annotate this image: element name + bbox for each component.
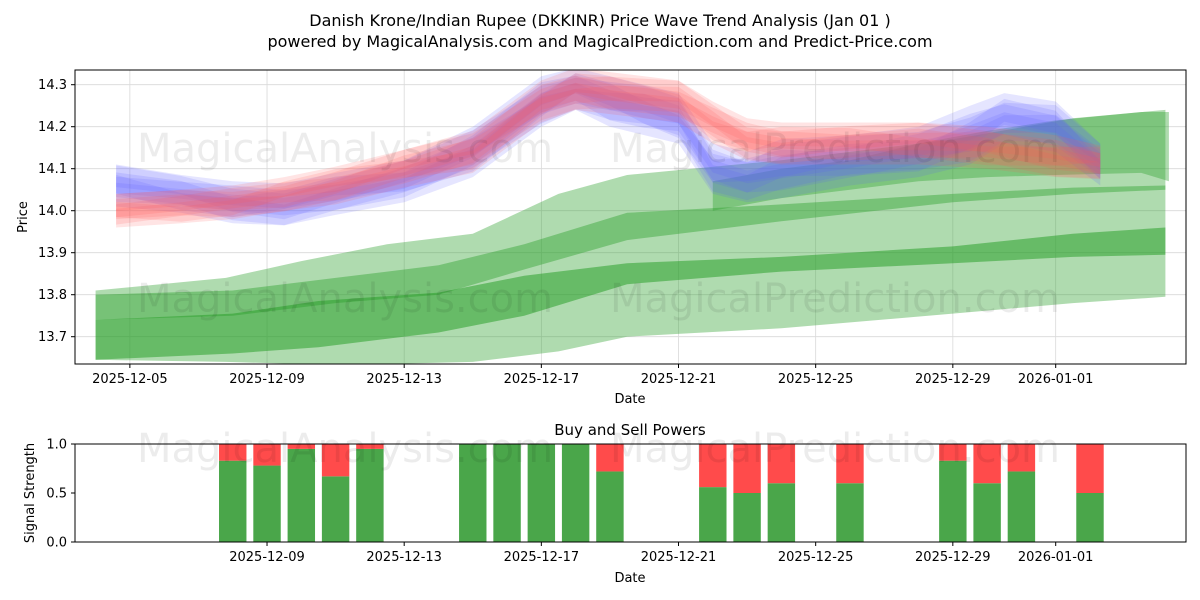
price-x-tick-label: 2025-12-13 (366, 372, 442, 387)
sell-power-bar (1076, 444, 1104, 493)
price-series (95, 70, 1169, 364)
price-x-tick-label: 2025-12-17 (504, 372, 580, 387)
sell-power-bar (939, 444, 967, 461)
buy-power-bar (1076, 493, 1104, 542)
power-x-tick-label: 2026-01-01 (1018, 550, 1094, 565)
power-y-tick-label: 1.0 (46, 438, 67, 453)
sell-power-bar (596, 444, 624, 472)
watermark-prediction-mid: MagicalPrediction.com (610, 276, 1060, 322)
price-x-tick-label: 2025-12-09 (229, 372, 305, 387)
watermark-prediction-top: MagicalPrediction.com (610, 126, 1060, 172)
price-x-tick-label: 2025-12-05 (92, 372, 168, 387)
sell-power-bar (836, 444, 864, 484)
wave-buy-wave-layer (116, 88, 1101, 220)
power-watermarks: MagicalAnalysis.com MagicalPrediction.co… (137, 426, 1060, 472)
buy-power-bar (527, 444, 556, 542)
price-y-tick-label: 14.1 (38, 162, 67, 177)
power-x-label: Date (614, 571, 645, 586)
chart-title: Danish Krone/Indian Rupee (DKKINR) Price… (309, 11, 890, 30)
buy-power-bar (973, 483, 1001, 542)
power-x-tick-label: 2025-12-17 (504, 550, 580, 565)
wave-sell-wave-layer (116, 76, 1101, 220)
price-y-label: Price (16, 201, 31, 233)
price-axes-frame (74, 69, 1187, 365)
wave-sell-wave-layer (116, 85, 1101, 211)
power-y-label: Signal Strength (23, 443, 38, 543)
price-y-tick-label: 13.8 (38, 288, 67, 303)
price-y-tick-label: 13.9 (38, 246, 67, 261)
price-x-tick-label: 2026-01-01 (1018, 372, 1094, 387)
price-watermarks: MagicalAnalysis.com MagicalPrediction.co… (137, 126, 1060, 322)
power-chart-title: Buy and Sell Powers (554, 421, 706, 439)
price-y-tick-label: 13.7 (38, 330, 67, 345)
buy-power-bar (493, 444, 521, 542)
sell-power-bar (1007, 444, 1036, 472)
wave-sell-wave-layer (116, 75, 1101, 225)
sell-power-bar (699, 444, 727, 488)
buy-power-bar (836, 483, 864, 542)
buy-power-bar (699, 487, 727, 542)
buy-power-bar (767, 483, 796, 542)
chart-subtitle: powered by MagicalAnalysis.com and Magic… (267, 32, 932, 51)
buy-power-bar (287, 448, 316, 542)
price-y-tick-label: 14.0 (38, 204, 67, 219)
buy-power-bar (459, 444, 487, 542)
watermark-analysis-bottom: MagicalAnalysis.com (137, 426, 553, 472)
buy-power-bar (253, 465, 281, 542)
wave-buy-wave-layer (116, 82, 1101, 209)
price-y-tick-label: 14.2 (38, 120, 67, 135)
price-x-tick-label: 2025-12-25 (778, 372, 854, 387)
sell-power-bar (767, 444, 796, 484)
power-y-tick-label: 0.0 (46, 536, 67, 551)
band-recent-trend-band (712, 112, 1169, 211)
price-x-label: Date (614, 392, 645, 407)
watermark-prediction-bottom: MagicalPrediction.com (610, 426, 1060, 472)
wave-buy-wave-layer (116, 73, 1101, 218)
band-wave-band-upper (95, 185, 1166, 320)
wave-buy-wave-layer (116, 77, 1101, 226)
power-x-tick-label: 2025-12-29 (915, 550, 991, 565)
sell-power-bar (973, 444, 1001, 484)
price-series-clipped (95, 70, 1169, 364)
buy-power-bar (561, 444, 590, 542)
price-y-tick-label: 14.3 (38, 78, 67, 93)
band-wave-band-lower (95, 227, 1166, 360)
watermark-analysis-mid: MagicalAnalysis.com (137, 276, 553, 322)
wave-sell-wave-layer (116, 70, 1101, 228)
wave-buy-wave-layer (116, 75, 1101, 216)
power-x-tick-label: 2025-12-09 (229, 550, 305, 565)
power-ticks: 2025-12-09 2025-12-13 2025-12-17 2025-12-21… (46, 438, 1093, 566)
buy-power-bar (596, 471, 624, 542)
buy-power-bar (321, 476, 350, 542)
wave-sell-wave-layer (116, 73, 1101, 222)
wave-sell-wave-layer (116, 82, 1101, 218)
price-ticks: 2025-12-05 2025-12-09 2025-12-13 2025-12-17… (38, 78, 1093, 387)
power-y-tick-label: 0.5 (46, 487, 67, 502)
buy-power-bar (939, 460, 967, 542)
watermark-analysis-top: MagicalAnalysis.com (137, 126, 553, 172)
sell-power-bar (733, 444, 761, 493)
price-grid (75, 70, 1186, 364)
sell-power-bar (287, 444, 316, 449)
sell-power-bar (253, 444, 281, 466)
price-x-tick-label: 2025-12-21 (641, 372, 717, 387)
power-bars (219, 444, 1104, 542)
sell-power-bar (356, 444, 384, 449)
price-x-tick-label: 2025-12-29 (915, 372, 991, 387)
power-x-tick-label: 2025-12-25 (778, 550, 854, 565)
buy-power-bar (733, 493, 761, 542)
buy-power-bar (219, 460, 247, 542)
buy-power-bar (356, 448, 384, 542)
power-x-tick-label: 2025-12-13 (366, 550, 442, 565)
wave-buy-wave-layer (116, 70, 1101, 226)
sell-power-bar (321, 444, 350, 477)
power-x-tick-label: 2025-12-21 (641, 550, 717, 565)
sell-power-bar (219, 444, 247, 461)
buy-power-bar (1007, 471, 1036, 542)
